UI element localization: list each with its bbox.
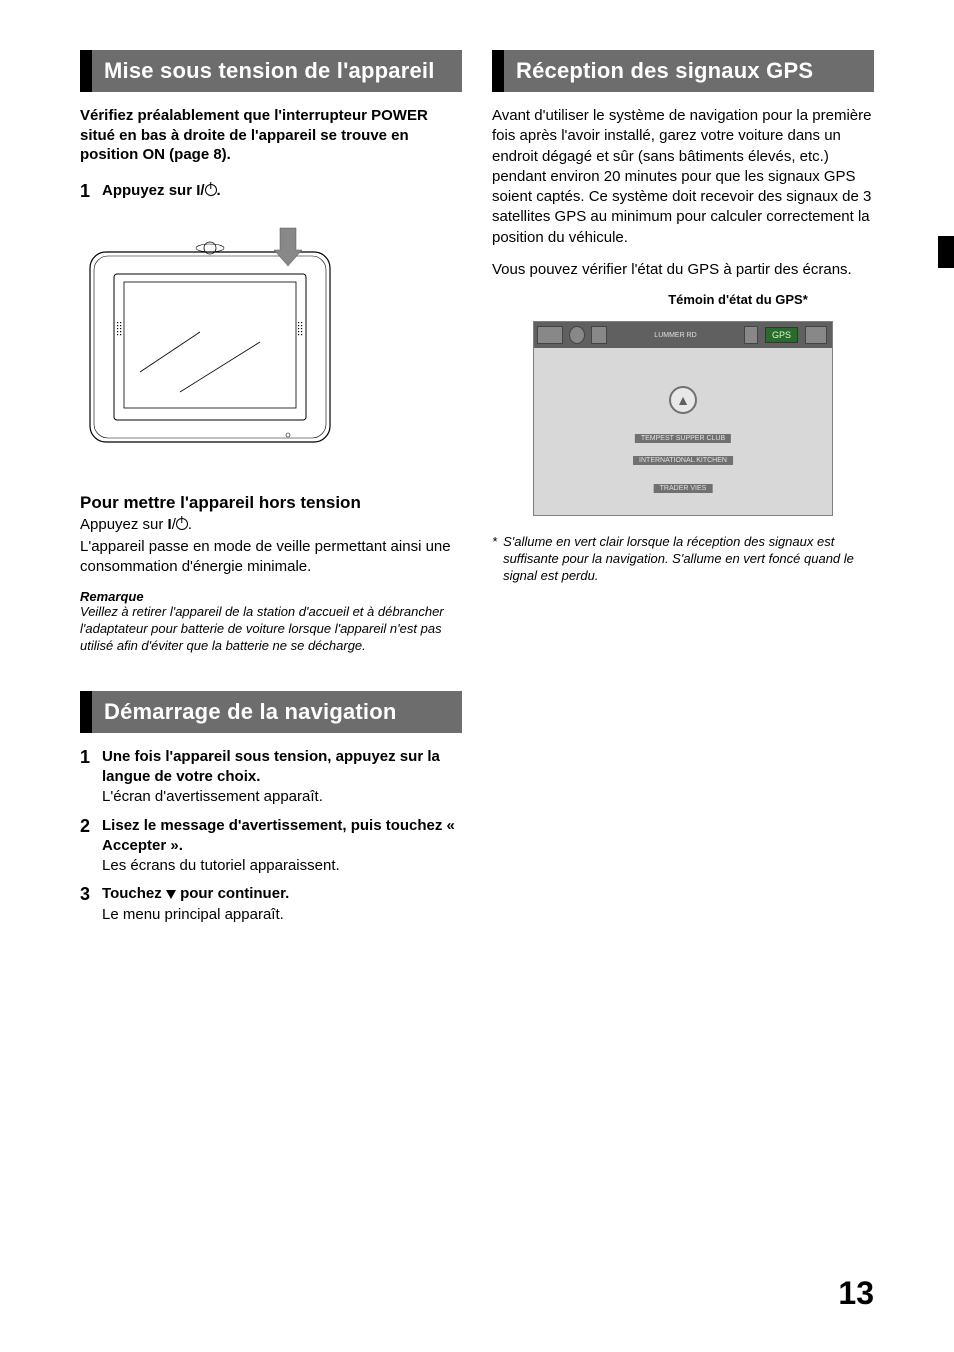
- power-off-heading: Pour mettre l'appareil hors tension: [80, 493, 462, 513]
- gps-indicator-label: Témoin d'état du GPS*: [492, 292, 874, 307]
- gps-poi-label: INTERNATIONAL KITCHEN: [633, 456, 733, 465]
- page-number: 13: [838, 1275, 874, 1312]
- topbar-marker-icon: [744, 326, 758, 344]
- power-key-label: I: [196, 182, 200, 199]
- footnote-asterisk: *: [492, 534, 497, 585]
- step-number: 1: [80, 181, 90, 202]
- remark-text: Veillez à retirer l'appareil de la stati…: [80, 604, 462, 655]
- two-column-layout: Mise sous tension de l'appareil Vérifiez…: [80, 50, 874, 933]
- power-on-step-1: 1 Appuyez sur I/.: [80, 181, 462, 202]
- nav-step-1: 1 Une fois l'appareil sous tension, appu…: [80, 747, 462, 808]
- topbar-zoom-icon: [591, 326, 607, 344]
- step-title: Touchez pour continuer.: [102, 884, 462, 904]
- step-text: Appuyez sur I/.: [102, 182, 221, 199]
- gps-para-1: Avant d'utiliser le système de navigatio…: [492, 106, 874, 248]
- footnote-text: S'allume en vert clair lorsque la récept…: [503, 534, 874, 585]
- gps-position-icon: ▲: [669, 386, 697, 414]
- step-prefix: Touchez: [102, 885, 166, 902]
- step-desc: Les écrans du tutoriel apparaissent.: [102, 856, 462, 876]
- gps-label-text: Témoin d'état du GPS: [668, 292, 803, 307]
- topbar-battery-icon: [805, 326, 827, 344]
- power-key-label-2: I: [168, 516, 172, 533]
- step-suffix: pour continuer.: [176, 885, 289, 902]
- step-title: Lisez le message d'avertissement, puis t…: [102, 816, 462, 857]
- side-tab-marker: [938, 236, 954, 268]
- step-number: 2: [80, 816, 90, 877]
- power-off-prefix: Appuyez sur: [80, 516, 168, 533]
- step-desc: L'écran d'avertissement apparaît.: [102, 787, 462, 807]
- power-off-suffix: .: [188, 516, 192, 533]
- power-off-line1: Appuyez sur I/.: [80, 515, 462, 535]
- topbar-button: [537, 326, 563, 344]
- right-column: Réception des signaux GPS Avant d'utilis…: [492, 50, 874, 933]
- step-suffix: .: [217, 182, 221, 199]
- remark-label: Remarque: [80, 589, 462, 604]
- power-icon: [176, 518, 188, 530]
- power-off-body: L'appareil passe en mode de veille perme…: [80, 537, 462, 578]
- step-number: 3: [80, 884, 90, 925]
- gps-road-name: LUMMER RD: [610, 332, 741, 339]
- gps-label-asterisk: *: [803, 292, 808, 307]
- gps-map-area: ▲ TEMPEST SUPPER CLUB INTERNATIONAL KITC…: [534, 348, 832, 515]
- section-header-gps-reception: Réception des signaux GPS: [492, 50, 874, 92]
- power-on-intro: Vérifiez préalablement que l'interrupteu…: [80, 106, 462, 165]
- gps-status-badge: GPS: [765, 327, 798, 343]
- section-header-power-on: Mise sous tension de l'appareil: [80, 50, 462, 92]
- topbar-compass-icon: [569, 326, 585, 344]
- gps-poi-label: TRADER VIES: [654, 484, 713, 493]
- power-icon: [205, 184, 217, 196]
- down-triangle-icon: [166, 890, 176, 899]
- gps-status-screenshot: LUMMER RD GPS ▲ TEMPEST SUPPER CLUB INTE…: [533, 321, 833, 516]
- gps-footnote: * S'allume en vert clair lorsque la réce…: [492, 534, 874, 585]
- step-desc: Le menu principal apparaît.: [102, 905, 462, 925]
- device-illustration: [80, 222, 340, 452]
- step-prefix: Appuyez sur: [102, 182, 196, 199]
- gps-poi-label: TEMPEST SUPPER CLUB: [635, 434, 731, 443]
- gps-para-2: Vous pouvez vérifier l'état du GPS à par…: [492, 260, 874, 280]
- left-column: Mise sous tension de l'appareil Vérifiez…: [80, 50, 462, 933]
- gps-topbar: LUMMER RD GPS: [534, 322, 832, 348]
- nav-step-2: 2 Lisez le message d'avertissement, puis…: [80, 816, 462, 877]
- section-header-navigation-start: Démarrage de la navigation: [80, 691, 462, 733]
- step-title: Une fois l'appareil sous tension, appuye…: [102, 747, 462, 788]
- step-number: 1: [80, 747, 90, 808]
- nav-step-3: 3 Touchez pour continuer. Le menu princi…: [80, 884, 462, 925]
